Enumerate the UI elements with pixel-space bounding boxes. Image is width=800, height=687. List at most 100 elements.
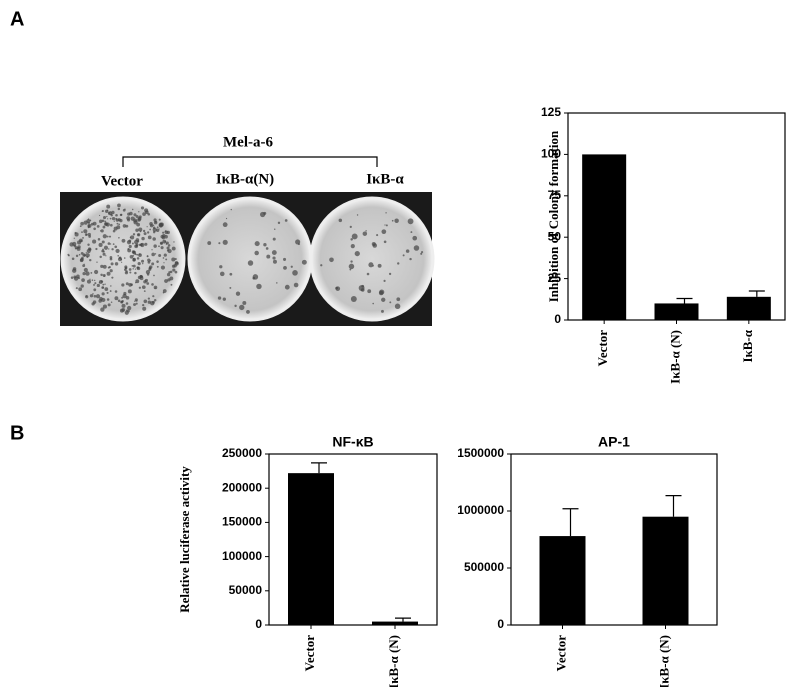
colony — [143, 299, 148, 304]
colony — [350, 296, 357, 302]
colony — [136, 266, 140, 269]
colony — [158, 218, 161, 221]
colony — [132, 233, 136, 236]
x-tick-label: Vector — [553, 635, 568, 672]
colony — [146, 255, 149, 258]
colony — [108, 266, 111, 269]
colony — [272, 237, 276, 241]
y-tick-label: 0 — [255, 617, 262, 631]
colony — [123, 257, 126, 259]
colony — [151, 283, 154, 286]
colony — [350, 244, 355, 249]
colony — [159, 241, 164, 245]
colony — [152, 295, 155, 298]
colony — [86, 279, 91, 284]
colony — [148, 266, 152, 270]
colony — [142, 229, 146, 233]
colony — [104, 283, 106, 285]
colony — [217, 296, 222, 300]
colony — [402, 254, 405, 257]
colony — [75, 254, 79, 258]
y-tick-label: 500000 — [464, 560, 504, 574]
y-tick-label: 125 — [541, 105, 561, 119]
colony — [77, 247, 79, 249]
bar — [582, 154, 627, 320]
colony — [165, 258, 168, 261]
colony — [102, 304, 107, 309]
colony — [115, 218, 119, 222]
colony — [94, 269, 99, 275]
colony — [74, 247, 77, 250]
colony — [272, 256, 276, 260]
colony — [146, 273, 150, 276]
colony — [290, 265, 293, 268]
colony — [366, 272, 370, 276]
error-bar — [748, 290, 765, 297]
colony — [174, 261, 179, 266]
colony — [396, 297, 401, 302]
colony — [79, 258, 84, 263]
bar — [726, 296, 771, 320]
colony — [174, 270, 178, 274]
colony — [277, 221, 281, 225]
colony — [365, 230, 367, 232]
colony — [121, 303, 126, 308]
colony — [335, 286, 341, 291]
panel-label: A — [10, 8, 24, 30]
colony — [136, 233, 141, 237]
colony — [132, 264, 136, 268]
colony — [102, 283, 105, 286]
colony — [118, 256, 122, 260]
colony — [131, 208, 134, 211]
plot-frame — [268, 453, 438, 626]
colony — [412, 235, 418, 241]
colony — [134, 298, 138, 302]
colony — [389, 301, 392, 304]
colony — [82, 271, 86, 276]
colony — [91, 302, 95, 306]
colony — [135, 279, 140, 284]
colony — [135, 302, 138, 305]
colony — [358, 285, 365, 291]
colony — [71, 257, 75, 261]
colony — [125, 296, 130, 300]
colony — [122, 293, 127, 299]
colony — [142, 212, 146, 216]
colony — [114, 290, 118, 293]
x-tick-label: Vector — [595, 330, 610, 367]
colony — [409, 257, 412, 261]
colony — [86, 248, 91, 254]
colony — [87, 243, 90, 246]
colony — [116, 222, 119, 225]
colony — [348, 263, 355, 270]
colony — [349, 225, 352, 229]
colony — [94, 282, 97, 285]
colony — [88, 235, 91, 238]
colony — [98, 214, 101, 217]
y-axis-label: Relative luciferase activity — [177, 466, 192, 613]
colony — [126, 218, 131, 222]
colony — [138, 211, 140, 213]
colony — [131, 264, 134, 267]
colony — [113, 220, 115, 222]
colony — [126, 240, 132, 245]
photo-title: Mel-a-6 — [223, 134, 273, 150]
colony — [87, 226, 90, 229]
colony — [117, 254, 120, 257]
colony — [219, 265, 223, 269]
colony — [153, 299, 157, 302]
colony — [104, 222, 107, 226]
colony — [149, 228, 151, 231]
colony — [158, 228, 160, 230]
colony — [381, 297, 386, 302]
colony — [85, 271, 90, 276]
colony — [134, 271, 137, 275]
colony — [88, 224, 90, 226]
colony — [141, 259, 145, 263]
colony — [75, 287, 78, 290]
colony — [138, 215, 142, 219]
colony — [164, 230, 169, 235]
colony — [207, 241, 212, 245]
colony — [356, 214, 359, 216]
error-bar — [676, 297, 693, 304]
